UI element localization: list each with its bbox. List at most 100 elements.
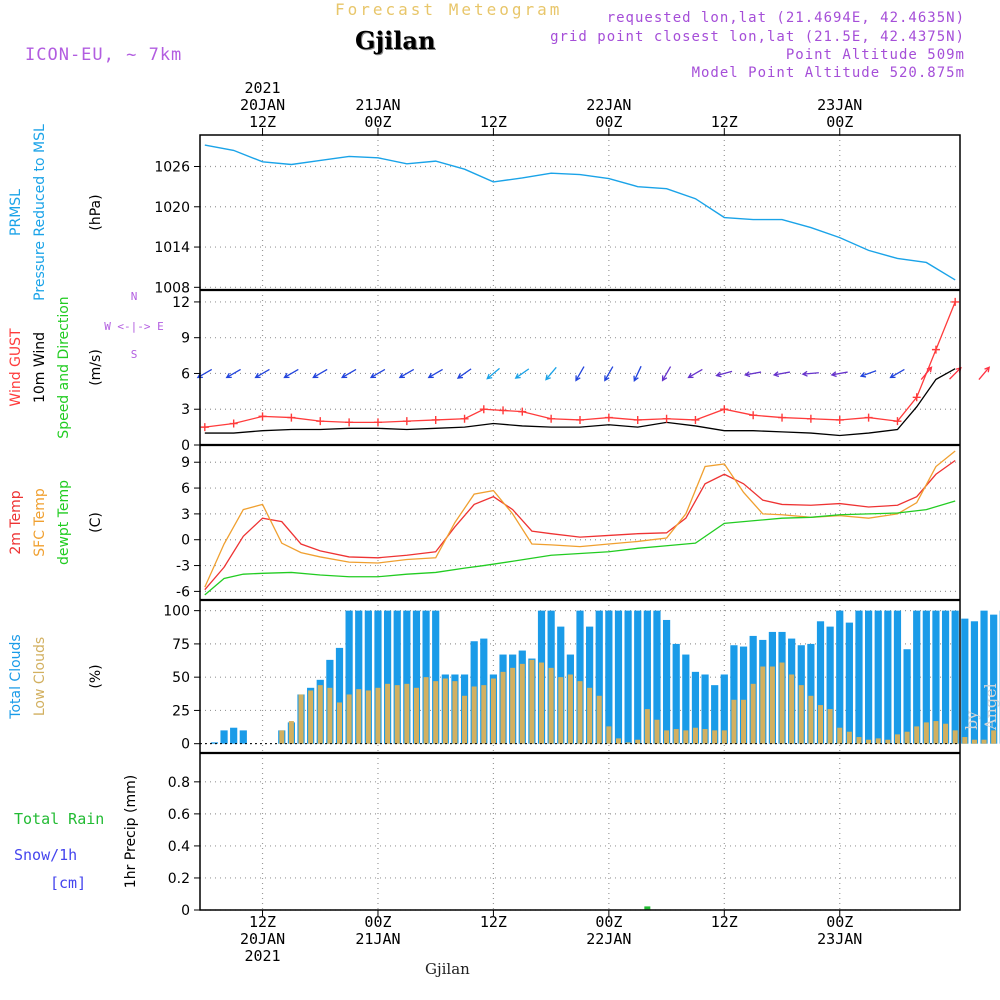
total-cloud-bar (210, 742, 219, 744)
gust-marker (912, 393, 921, 402)
low-cloud-bar (894, 734, 900, 744)
total-cloud-bar (701, 674, 709, 744)
y-tick-label: 0 (181, 903, 190, 919)
y-tick-label: -3 (176, 559, 190, 575)
wind-arrow (949, 366, 962, 380)
y-tick-label: 0 (181, 737, 190, 753)
low-cloud-bar (490, 678, 496, 744)
y-tick-label: 9 (181, 331, 190, 347)
top-x-label: 12Z (480, 113, 507, 131)
point-altitude: Point Altitude 509m (785, 47, 965, 63)
y-tick-label: 0.8 (168, 775, 190, 791)
top-x-label: 2021 (244, 79, 280, 97)
wind-arrow (225, 368, 241, 379)
model-altitude: Model Point Altitude 520.875m (691, 65, 965, 81)
total-cloud-bar (345, 610, 353, 744)
y-tick-label: 1026 (154, 160, 190, 176)
low-cloud-bar (539, 662, 545, 744)
gust-marker (604, 413, 613, 422)
low-cloud-bar (577, 681, 583, 744)
low-cloud-bar (279, 730, 285, 744)
wind-arrow (283, 368, 299, 379)
forecast-title: Forecast Meteogram (335, 0, 563, 19)
low-cloud-bar (596, 695, 602, 744)
total-cloud-bar (807, 643, 815, 744)
total-cloud-bar (364, 610, 372, 744)
total-cloud-bar (220, 730, 228, 744)
low-cloud-bar (394, 685, 400, 744)
low-cloud-bar (866, 739, 872, 744)
gust-marker (778, 413, 787, 422)
low-cloud-bar (673, 729, 679, 744)
low-cloud-bar (933, 721, 939, 744)
low-cloud-bar (923, 722, 929, 744)
total-cloud-bar (682, 654, 690, 744)
gust-marker (373, 418, 382, 427)
gust-marker (479, 405, 488, 414)
rain-bar (644, 906, 651, 910)
station-name: Gjilan (355, 26, 436, 55)
total-cloud-bar (970, 621, 979, 744)
total-cloud-bar (393, 610, 401, 744)
gust-marker (200, 423, 209, 432)
y-tick-label: 3 (181, 402, 190, 418)
low-cloud-bar (615, 738, 621, 744)
y-axis-label: Pressure Reduced to MSL (32, 124, 48, 301)
low-cloud-bar (779, 662, 785, 744)
low-cloud-bar (971, 739, 977, 744)
y-tick-label: 9 (181, 455, 190, 471)
gust-marker (749, 411, 758, 420)
low-cloud-bar (808, 695, 814, 744)
low-cloud-bar (952, 730, 958, 744)
low-cloud-bar (991, 730, 997, 744)
y-axis-label: 2m Temp (8, 490, 24, 554)
low-cloud-bar (288, 721, 294, 744)
bottom-x-label: 21JAN (355, 930, 400, 948)
gust-marker (691, 415, 700, 424)
total-cloud-bar (922, 610, 930, 744)
low-cloud-bar (635, 739, 641, 744)
y-tick-label: 75 (172, 637, 190, 653)
wind-arrow (341, 368, 357, 379)
panel-2: 0 3 6 9 12 Wind GUST 10m Wind Speed and Directi… (8, 290, 960, 454)
gust-marker (931, 345, 940, 354)
wind-arrow (575, 366, 585, 382)
total-cloud-bar (932, 610, 940, 744)
bottom-x-label: 12Z (480, 913, 507, 931)
low-cloud-bar (346, 694, 352, 744)
total-cloud-bar (335, 647, 344, 744)
legend-snow: Snow/1h (14, 846, 77, 864)
compass-we: W <-|-> E (104, 320, 164, 333)
y-axis-label: (hPa) (88, 194, 104, 230)
low-cloud-bar (818, 705, 824, 744)
y-axis-label: 10m Wind (32, 332, 48, 403)
bottom-x-label: 00Z (595, 913, 622, 931)
y-axis-label: 1hr Precip (mm) (123, 775, 139, 888)
gust-marker (518, 407, 527, 416)
low-cloud-bar (692, 727, 698, 744)
wind-arrow (920, 366, 933, 381)
low-cloud-bar (510, 667, 516, 744)
total-cloud-bar (614, 610, 623, 744)
low-cloud-bar (798, 685, 804, 744)
wind-gust-line (204, 301, 956, 428)
bottom-x-label: 22JAN (586, 930, 631, 948)
low-cloud-bar (481, 685, 487, 744)
total-cloud-bar (730, 645, 738, 744)
low-cloud-bar (731, 699, 737, 744)
total-cloud-bar (903, 649, 911, 744)
low-cloud-bar (519, 663, 525, 744)
low-cloud-bar (529, 659, 535, 744)
low-cloud-bar (875, 738, 881, 744)
low-cloud-bar (654, 719, 660, 744)
wind-arrow (661, 366, 672, 382)
low-cloud-bar (433, 681, 439, 744)
low-cloud-bar (404, 683, 410, 744)
bottom-x-label: 12Z (249, 913, 276, 931)
total-cloud-bar (739, 646, 748, 744)
y-axis-label: (m/s) (88, 349, 104, 386)
wind-arrow (312, 368, 328, 379)
legend-snow-unit: [cm] (50, 874, 86, 892)
y-axis-label: dewpt Temp (56, 480, 72, 565)
low-cloud-bar (914, 726, 920, 744)
